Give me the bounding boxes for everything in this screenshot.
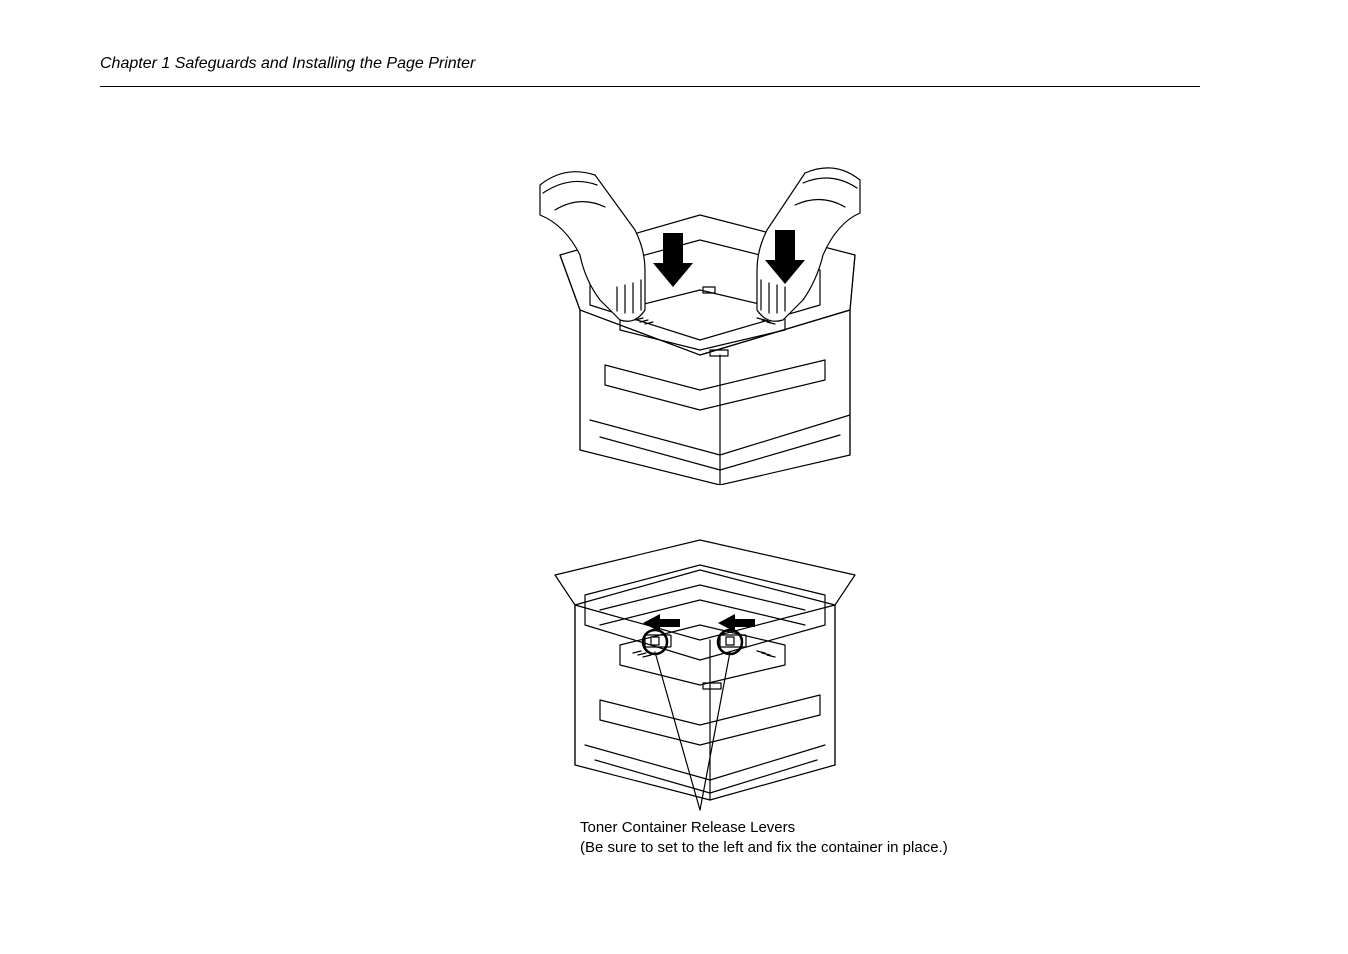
printer-hands-illustration bbox=[525, 155, 875, 485]
figure-caption: Toner Container Release Levers (Be sure … bbox=[580, 818, 948, 858]
printer-levers-illustration bbox=[525, 535, 875, 815]
chapter-header: Chapter 1 Safeguards and Installing the … bbox=[100, 55, 475, 73]
caption-line-1: Toner Container Release Levers bbox=[580, 818, 948, 838]
header-divider bbox=[100, 86, 1200, 87]
figure-install-toner bbox=[525, 155, 875, 485]
caption-line-2: (Be sure to set to the left and fix the … bbox=[580, 838, 948, 858]
figure-release-levers bbox=[525, 535, 875, 815]
page: Chapter 1 Safeguards and Installing the … bbox=[0, 0, 1348, 954]
